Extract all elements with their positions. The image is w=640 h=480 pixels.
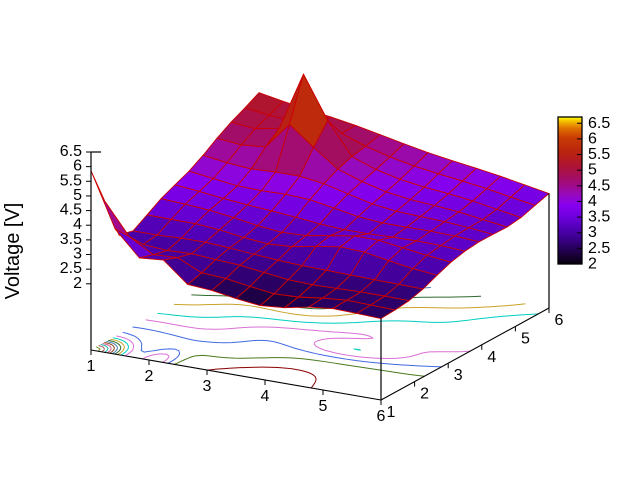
svg-text:5: 5 <box>319 398 328 415</box>
svg-text:3: 3 <box>454 367 463 384</box>
svg-text:3.5: 3.5 <box>588 209 610 226</box>
svg-text:4: 4 <box>487 349 496 366</box>
svg-text:6: 6 <box>377 408 386 425</box>
svg-text:6: 6 <box>555 312 564 329</box>
svg-text:5.5: 5.5 <box>60 172 82 189</box>
svg-text:4: 4 <box>261 388 270 405</box>
svg-text:2.5: 2.5 <box>588 240 610 257</box>
svg-text:2: 2 <box>420 386 429 403</box>
svg-text:4: 4 <box>588 193 597 210</box>
svg-text:5.5: 5.5 <box>588 146 610 163</box>
svg-text:5: 5 <box>588 162 597 179</box>
svg-text:Voltage [V]: Voltage [V] <box>2 203 24 300</box>
svg-text:4: 4 <box>73 216 82 233</box>
svg-text:1: 1 <box>87 358 96 375</box>
svg-text:3.5: 3.5 <box>60 231 82 248</box>
svg-text:6.5: 6.5 <box>60 143 82 160</box>
svg-text:5: 5 <box>73 187 82 204</box>
svg-text:5: 5 <box>521 330 530 347</box>
svg-text:2: 2 <box>588 256 597 273</box>
svg-text:3: 3 <box>73 246 82 263</box>
svg-text:2: 2 <box>73 275 82 292</box>
svg-text:2.5: 2.5 <box>60 260 82 277</box>
svg-text:3: 3 <box>203 378 212 395</box>
svg-text:4.5: 4.5 <box>60 202 82 219</box>
svg-text:6.5: 6.5 <box>588 115 610 132</box>
svg-text:6: 6 <box>73 158 82 175</box>
svg-text:6: 6 <box>588 130 597 147</box>
svg-text:3: 3 <box>588 224 597 241</box>
svg-text:1: 1 <box>387 404 396 421</box>
svg-text:4.5: 4.5 <box>588 177 610 194</box>
svg-text:2: 2 <box>145 368 154 385</box>
